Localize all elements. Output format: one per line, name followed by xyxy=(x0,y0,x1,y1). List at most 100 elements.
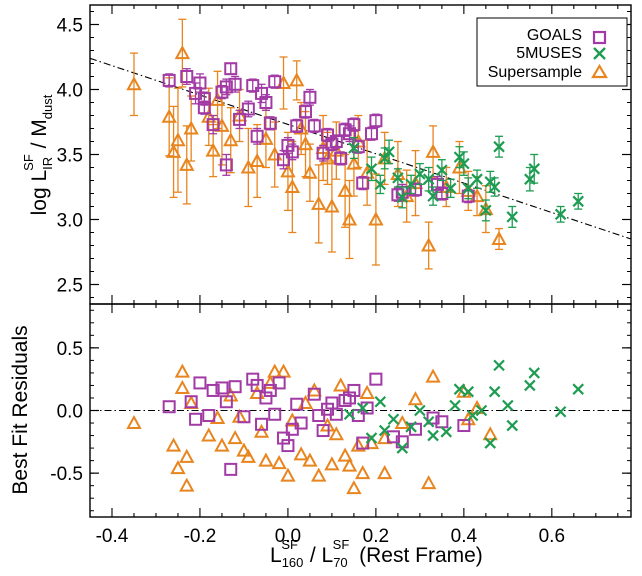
supersample-point xyxy=(425,143,441,158)
goals-point xyxy=(277,431,291,445)
main-y-label-tail-sub: dust xyxy=(40,94,55,119)
5muses-point xyxy=(453,383,466,395)
main-y-axis-label: log LIR SF / Mdust xyxy=(21,94,55,215)
goals-point xyxy=(369,372,383,386)
5muses-point xyxy=(484,437,497,449)
y-tick-label: 3.5 xyxy=(57,146,83,167)
goals-point xyxy=(193,76,207,90)
goals-point xyxy=(325,137,339,151)
supersample-point xyxy=(183,120,199,135)
goals-point xyxy=(259,96,273,109)
y-tick-label: 0.5 xyxy=(57,339,83,360)
supersample-point xyxy=(271,455,287,470)
series-goals xyxy=(162,372,471,476)
goals-point xyxy=(219,80,233,94)
5muses-point xyxy=(383,146,395,158)
best-fit-line xyxy=(89,57,632,240)
5muses-point xyxy=(374,395,387,408)
goals-point xyxy=(356,176,370,190)
goals-point xyxy=(457,419,471,433)
goals-point xyxy=(285,145,299,159)
goals-point xyxy=(426,411,440,425)
goals-point xyxy=(294,416,308,430)
goals-point xyxy=(237,410,251,424)
goals-point xyxy=(197,101,211,115)
goals-point xyxy=(202,409,216,423)
goals-point xyxy=(290,119,304,133)
goals-point xyxy=(408,183,422,197)
5muses-point xyxy=(444,182,457,195)
supersample-point xyxy=(324,198,340,213)
supersample-point xyxy=(126,76,142,91)
5muses-point xyxy=(392,172,404,184)
5muses-point xyxy=(387,413,400,426)
5muses-point xyxy=(422,415,435,428)
goals-point xyxy=(246,79,260,93)
supersample-point xyxy=(407,391,424,406)
y-tick-label: 4.0 xyxy=(57,81,83,102)
x-label-tail: (Rest Frame) xyxy=(353,544,483,567)
x-tick-label: 0.2 xyxy=(363,526,389,547)
goals-point xyxy=(351,409,365,423)
supersample-point xyxy=(253,423,270,438)
supersample-point xyxy=(258,452,274,467)
5muses-point xyxy=(506,211,519,223)
5muses-point xyxy=(488,181,501,193)
main-y-label-main: log L xyxy=(28,170,51,216)
goals-point xyxy=(347,383,361,397)
5muses-point xyxy=(480,204,492,217)
x-label-num-sub: 160 xyxy=(282,555,304,570)
goals-point xyxy=(290,397,304,411)
supersample-point xyxy=(341,457,358,472)
goals-point xyxy=(343,391,357,405)
residuals-panel: -0.5 0.0 0.5 -0.4 -0.2 0.0 0.2 0.4 0.6 Best Fit … xyxy=(9,303,632,547)
supersample-point xyxy=(201,108,217,123)
supersample-point xyxy=(236,442,252,457)
supersample-point xyxy=(249,152,265,167)
5muses-point xyxy=(493,140,505,153)
x-tick-label: -0.2 xyxy=(184,526,217,547)
x-tick-label: 0.4 xyxy=(451,526,478,547)
series-5muses xyxy=(343,359,584,454)
x-tick-label: -0.4 xyxy=(96,526,129,547)
goals-point xyxy=(189,412,203,426)
5muses-point xyxy=(488,385,501,398)
goals-point xyxy=(347,118,361,132)
residuals-marks xyxy=(90,359,631,495)
5muses-point xyxy=(348,142,360,154)
5muses-point xyxy=(471,173,483,185)
5muses-point xyxy=(462,182,475,195)
goals-point xyxy=(343,127,357,141)
x-label-mid: / L xyxy=(304,544,333,567)
supersample-point xyxy=(420,237,437,252)
goals-point xyxy=(219,395,233,409)
x-label-den-sup: SF xyxy=(333,537,350,552)
5muses-point xyxy=(427,429,439,442)
5muses-point xyxy=(436,164,448,176)
goals-point xyxy=(268,407,282,421)
5muses-point xyxy=(475,404,488,417)
supersample-point xyxy=(280,467,296,482)
goals-point xyxy=(206,118,220,132)
main-panel: 2.5 3.0 3.5 4.0 4.5 log LIR SF / Mdust GOALS … xyxy=(21,4,632,305)
supersample-point xyxy=(165,143,182,158)
supersample-point xyxy=(126,414,142,430)
goals-point xyxy=(228,380,242,394)
supersample-point xyxy=(350,437,366,452)
5muses-point xyxy=(414,404,426,417)
goals-point xyxy=(364,127,378,141)
y-tick-label: 4.5 xyxy=(57,16,83,37)
goals-point xyxy=(307,387,321,401)
supersample-point xyxy=(223,387,239,402)
supersample-point xyxy=(302,452,318,467)
5muses-point xyxy=(502,399,514,412)
residuals-ticks: -0.5 0.0 0.5 -0.4 -0.2 0.0 0.2 0.4 0.6 xyxy=(50,304,631,547)
supersample-point xyxy=(280,163,296,178)
supersample-point xyxy=(174,45,191,60)
x-label-num-sup: SF xyxy=(281,537,298,552)
5muses-point xyxy=(405,178,417,191)
5muses-point xyxy=(528,163,541,175)
supersample-point xyxy=(306,382,323,397)
supersample-point xyxy=(359,384,375,399)
